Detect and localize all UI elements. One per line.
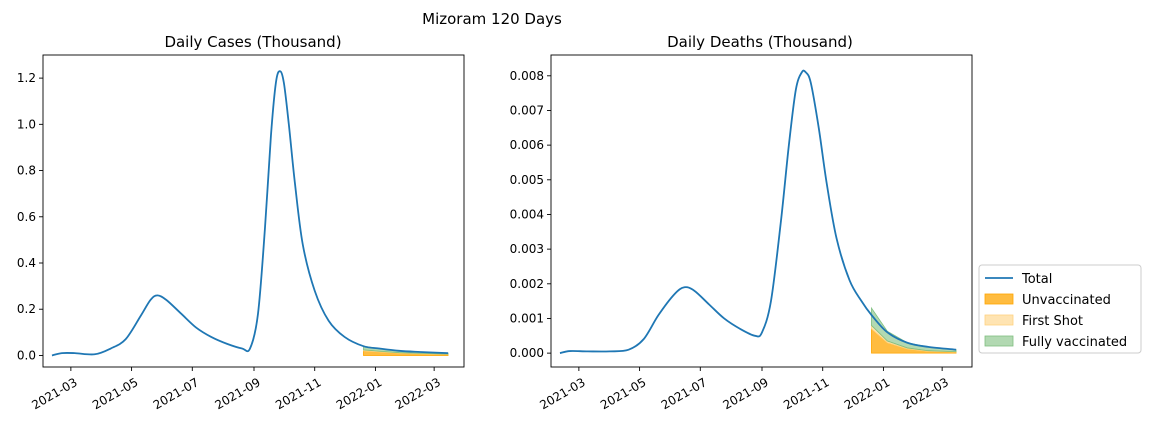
- x-tick-label: 2022-03: [393, 375, 443, 412]
- y-tick-label: 0.4: [17, 256, 36, 270]
- y-tick-label: 0.001: [510, 311, 544, 325]
- y-tick-label: 0.008: [510, 69, 544, 83]
- legend-label: Unvaccinated: [1022, 293, 1111, 308]
- y-tick-label: 0.2: [17, 302, 36, 316]
- x-tick-label: 2022-01: [334, 375, 384, 412]
- x-tick-label: 2021-11: [781, 375, 831, 412]
- legend-swatch-fully-vaccinated: [984, 335, 1014, 347]
- line-total: [559, 69, 957, 355]
- figure-title: Mizoram 120 Days: [422, 10, 562, 28]
- y-tick-label: 0.006: [510, 138, 544, 152]
- x-tick-label: 2021-03: [537, 375, 587, 412]
- y-tick-label: 0.003: [510, 242, 544, 256]
- legend-label: First Shot: [1022, 314, 1083, 329]
- x-tick-label: 2021-05: [90, 375, 140, 412]
- x-tick-label: 2021-03: [29, 375, 79, 412]
- x-tick-label: 2021-05: [598, 375, 648, 412]
- legend: Total Unvaccinated First Shot Fully vaccina…: [978, 264, 1142, 354]
- y-tick-label: 0.005: [510, 173, 544, 187]
- y-tick-label: 1.0: [17, 117, 36, 131]
- chart-daily-cases: Daily Cases (Thousand) 0.0 0.2 0.4 0.6 0.8 1.…: [17, 33, 465, 412]
- line-total: [51, 70, 449, 357]
- legend-label: Total: [1021, 272, 1052, 287]
- y-tick-label: 0.0: [17, 348, 36, 362]
- legend-swatch-first-shot: [984, 314, 1014, 326]
- legend-swatch-unvaccinated: [984, 293, 1014, 305]
- y-tick-label: 1.2: [17, 71, 36, 85]
- x-tick-label: 2021-07: [151, 375, 201, 412]
- x-tick-label: 2021-07: [659, 375, 709, 412]
- y-tick-label: 0.6: [17, 210, 36, 224]
- area-fully-vaccinated: [871, 306, 957, 353]
- plot-frame: [550, 54, 973, 368]
- x-tick-label: 2022-03: [901, 375, 951, 412]
- y-tick-label: 0.002: [510, 277, 544, 291]
- x-tick-label: 2022-01: [842, 375, 892, 412]
- x-tick-label: 2021-09: [212, 375, 262, 412]
- legend-box: [978, 264, 1142, 354]
- y-tick-label: 0.007: [510, 103, 544, 117]
- x-tick-label: 2021-09: [720, 375, 770, 412]
- y-tick-label: 0.000: [510, 346, 544, 360]
- chart-title: Daily Deaths (Thousand): [667, 33, 853, 51]
- plot-frame: [42, 54, 465, 368]
- chart-daily-deaths: Daily Deaths (Thousand) 0.000 0.001 0.002 0…: [510, 33, 973, 412]
- chart-title: Daily Cases (Thousand): [164, 33, 341, 51]
- y-tick-label: 0.8: [17, 164, 36, 178]
- y-tick-label: 0.004: [510, 207, 544, 221]
- x-tick-label: 2021-11: [273, 375, 323, 412]
- legend-label: Fully vaccinated: [1022, 335, 1127, 350]
